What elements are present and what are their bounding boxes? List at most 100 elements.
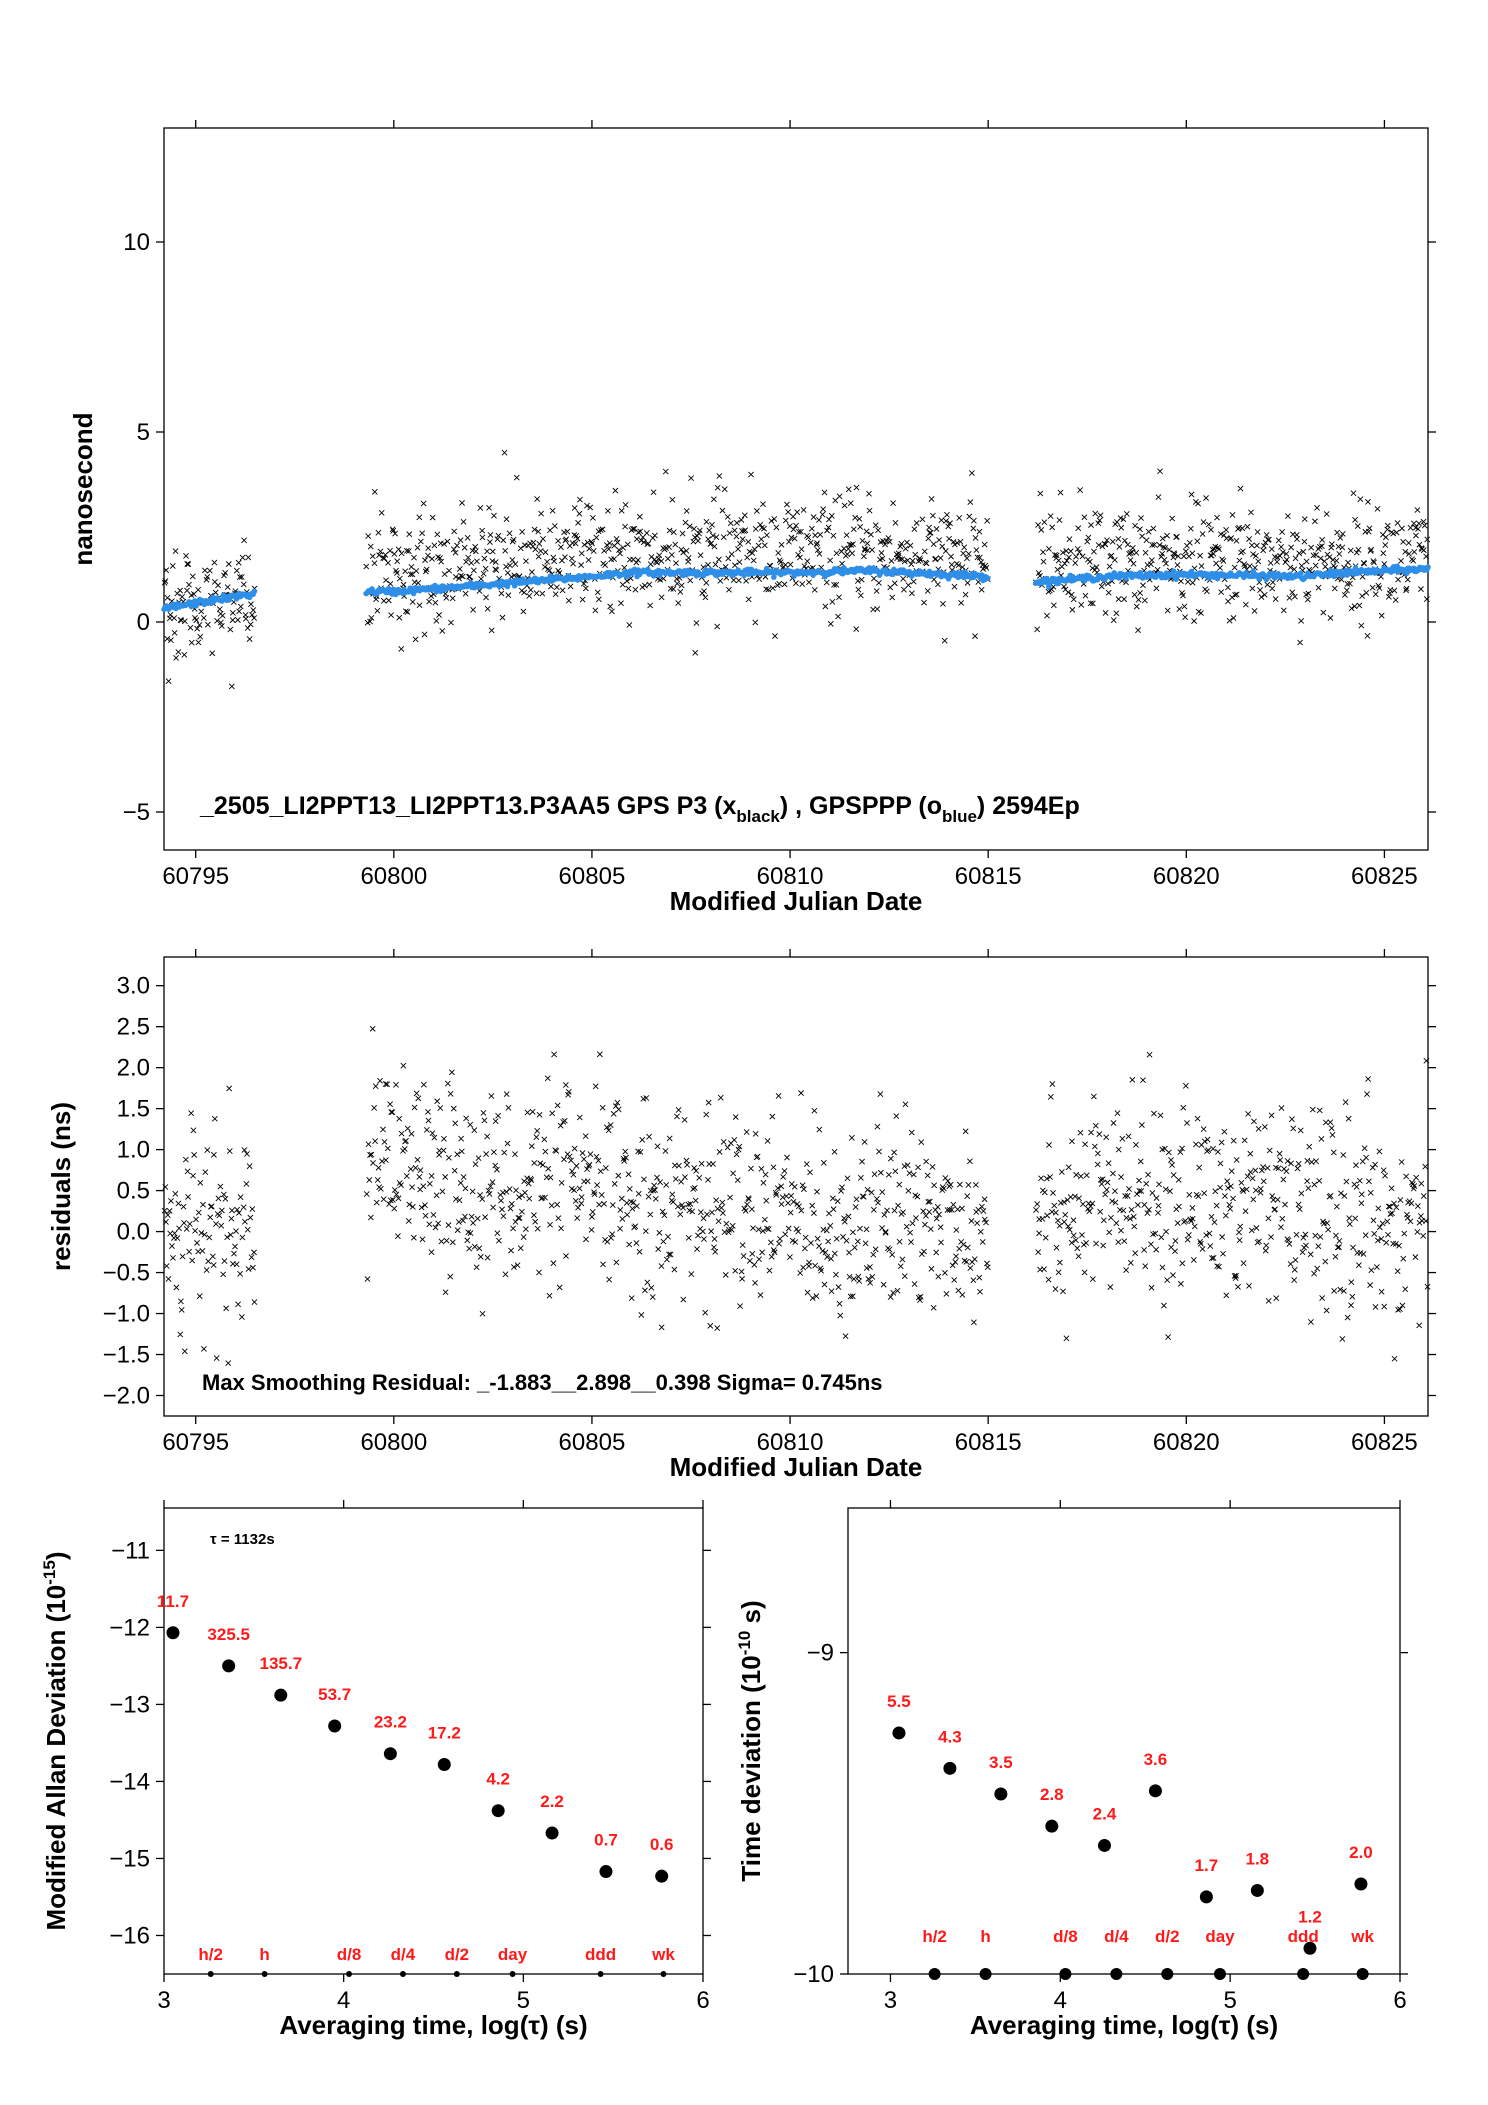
- data-point-x: [643, 530, 650, 536]
- data-point-x: [763, 1197, 770, 1204]
- data-point-x: [491, 512, 497, 519]
- data-point-x: [1385, 1231, 1391, 1238]
- data-point-x: [178, 1306, 185, 1313]
- data-point-x: [701, 588, 707, 595]
- data-point-x: [1392, 597, 1399, 603]
- data-point-x: [1255, 558, 1262, 565]
- data-point-x: [1089, 1200, 1096, 1207]
- data-point-x: [1074, 1245, 1081, 1252]
- data-point-x: [711, 1236, 718, 1242]
- data-point-x: [1089, 600, 1096, 607]
- data-point-x: [764, 1138, 771, 1144]
- data-point-x: [1331, 1287, 1338, 1294]
- data-point-x: [207, 1214, 214, 1221]
- data-point-x: [385, 597, 392, 604]
- data-point-x: [711, 1244, 717, 1251]
- data-point-x: [972, 1181, 979, 1188]
- data-point-x: [891, 580, 898, 587]
- data-point-x: [388, 612, 395, 619]
- data-point-x: [790, 526, 797, 533]
- data-point-x: [981, 1196, 988, 1203]
- data-point-x: [391, 1205, 398, 1212]
- data-point-x: [814, 547, 821, 553]
- data-point-x: [792, 1239, 799, 1245]
- data-point-x: [400, 581, 407, 588]
- data-point-x: [231, 1250, 237, 1257]
- data-point-x: [1189, 1205, 1196, 1211]
- data-point-x: [591, 1189, 597, 1196]
- data-point-x: [1367, 1189, 1374, 1196]
- data-point-x: [480, 1109, 487, 1116]
- data-point-x: [953, 1227, 960, 1233]
- data-point-x: [192, 1227, 199, 1234]
- data-point-x: [816, 516, 822, 523]
- data-point-x: [772, 1189, 779, 1196]
- data-point-x: [805, 534, 812, 541]
- data-point-x: [440, 1147, 447, 1154]
- data-point-x: [911, 1281, 918, 1287]
- data-point-x: [1163, 1228, 1170, 1235]
- data-point-x: [1034, 626, 1041, 633]
- data-point-x: [534, 1127, 541, 1134]
- data-point-x: [1167, 1188, 1173, 1195]
- data-point-x: [467, 1230, 474, 1236]
- data-point-x: [380, 555, 387, 561]
- data-point-x: [477, 505, 484, 511]
- data-point-x: [226, 1085, 233, 1092]
- data-point-x: [401, 1146, 408, 1152]
- data-point-x: [555, 1215, 562, 1222]
- data-point-x: [749, 1250, 756, 1257]
- data-point-x: [1303, 558, 1310, 565]
- data-point-x: [1235, 1283, 1241, 1290]
- x-tick-label: 60795: [162, 863, 229, 890]
- data-point-x: [744, 554, 751, 561]
- data-point-x: [1417, 1213, 1424, 1219]
- data-point-x: [667, 1251, 674, 1258]
- data-point-x: [823, 579, 830, 586]
- data-point-x: [732, 1114, 739, 1120]
- data-point-x: [1341, 591, 1348, 598]
- data-point-x: [1363, 1154, 1370, 1161]
- interval-marker-label: d/2: [445, 1945, 470, 1964]
- data-point-x: [1378, 1235, 1385, 1242]
- data-point-x: [618, 507, 625, 514]
- data-point-x: [536, 1111, 543, 1118]
- data-point-x: [475, 1155, 482, 1162]
- data-point-x: [514, 1262, 521, 1269]
- data-point-x: [540, 536, 546, 542]
- data-point-x: [705, 536, 712, 543]
- data-point-x: [1208, 1213, 1215, 1220]
- data-point-x: [182, 1156, 189, 1163]
- data-point-x: [821, 1281, 828, 1288]
- deviation-point: [655, 1869, 669, 1883]
- data-point-x: [717, 577, 724, 584]
- data-point-x: [163, 567, 170, 574]
- data-point-x: [184, 560, 191, 567]
- data-point-x: [1224, 584, 1231, 591]
- data-point-x: [1244, 523, 1251, 530]
- data-point-x: [777, 559, 784, 566]
- interval-marker-dot: [346, 1971, 353, 1977]
- data-point-x: [630, 525, 636, 532]
- data-point-x: [448, 619, 454, 626]
- data-point-x: [1122, 1193, 1129, 1199]
- data-point-x: [247, 1214, 254, 1221]
- data-point-x: [1289, 589, 1296, 596]
- data-point-x: [756, 576, 763, 583]
- data-point-x: [185, 1193, 192, 1200]
- data-point-x: [774, 1185, 781, 1192]
- data-point-x: [924, 588, 931, 594]
- data-point-x: [487, 539, 493, 545]
- data-point-x: [1248, 509, 1254, 516]
- data-point-x: [628, 1295, 635, 1302]
- data-point-x: [1121, 537, 1128, 544]
- data-point-x: [1034, 1201, 1041, 1208]
- data-point-x: [748, 471, 754, 478]
- data-point-x: [1116, 543, 1123, 550]
- data-point-x: [908, 561, 915, 568]
- data-point-x: [607, 1122, 614, 1128]
- data-point-x: [1260, 1178, 1267, 1185]
- data-point-x: [814, 540, 821, 547]
- data-point-x: [1420, 1232, 1427, 1239]
- data-point-x: [1220, 1250, 1226, 1257]
